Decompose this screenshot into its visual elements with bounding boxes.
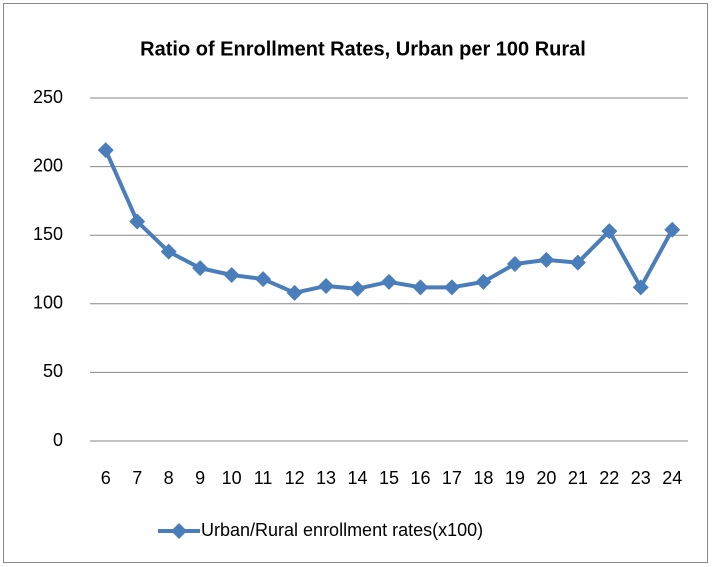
point-marker bbox=[538, 251, 555, 268]
point-marker bbox=[223, 266, 240, 283]
y-tick-label: 150 bbox=[33, 224, 63, 244]
x-tick-label: 14 bbox=[348, 468, 368, 488]
point-marker bbox=[632, 279, 649, 296]
point-marker bbox=[475, 273, 492, 290]
point-marker bbox=[506, 256, 523, 273]
x-tick-label: 23 bbox=[631, 468, 651, 488]
y-tick-label: 200 bbox=[33, 155, 63, 175]
x-tick-label: 6 bbox=[101, 468, 111, 488]
x-tick-label: 8 bbox=[164, 468, 174, 488]
point-marker bbox=[601, 223, 618, 240]
x-tick-label: 18 bbox=[473, 468, 493, 488]
x-tick-label: 7 bbox=[132, 468, 142, 488]
x-tick-label: 19 bbox=[505, 468, 525, 488]
x-tick-label: 10 bbox=[222, 468, 242, 488]
point-marker bbox=[349, 280, 366, 297]
point-marker bbox=[318, 277, 335, 294]
y-tick-label: 100 bbox=[33, 293, 63, 313]
legend-label: Urban/Rural enrollment rates(x100) bbox=[201, 520, 483, 540]
point-marker bbox=[97, 142, 114, 159]
x-tick-label: 15 bbox=[379, 468, 399, 488]
point-marker bbox=[286, 284, 303, 301]
x-tick-label: 12 bbox=[285, 468, 305, 488]
x-tick-label: 20 bbox=[536, 468, 556, 488]
x-tick-label: 24 bbox=[662, 468, 682, 488]
point-marker bbox=[443, 279, 460, 296]
chart-title: Ratio of Enrollment Rates, Urban per 100… bbox=[140, 38, 586, 60]
x-tick-label: 21 bbox=[568, 468, 588, 488]
point-marker bbox=[412, 279, 429, 296]
x-tick-label: 11 bbox=[254, 468, 273, 488]
point-marker bbox=[129, 213, 146, 230]
x-tick-label: 22 bbox=[599, 468, 619, 488]
point-marker bbox=[160, 243, 177, 260]
y-tick-label: 250 bbox=[33, 87, 63, 107]
point-marker bbox=[192, 260, 209, 277]
point-marker bbox=[664, 221, 681, 238]
x-tick-label: 16 bbox=[410, 468, 430, 488]
y-tick-label: 0 bbox=[53, 430, 63, 450]
x-tick-label: 9 bbox=[195, 468, 205, 488]
point-marker bbox=[255, 271, 272, 288]
point-marker bbox=[381, 273, 397, 290]
point-marker bbox=[569, 254, 586, 271]
legend-marker bbox=[171, 523, 187, 539]
x-tick-label: 13 bbox=[316, 468, 336, 488]
x-tick-label: 17 bbox=[442, 468, 462, 488]
y-tick-label: 50 bbox=[43, 361, 63, 381]
